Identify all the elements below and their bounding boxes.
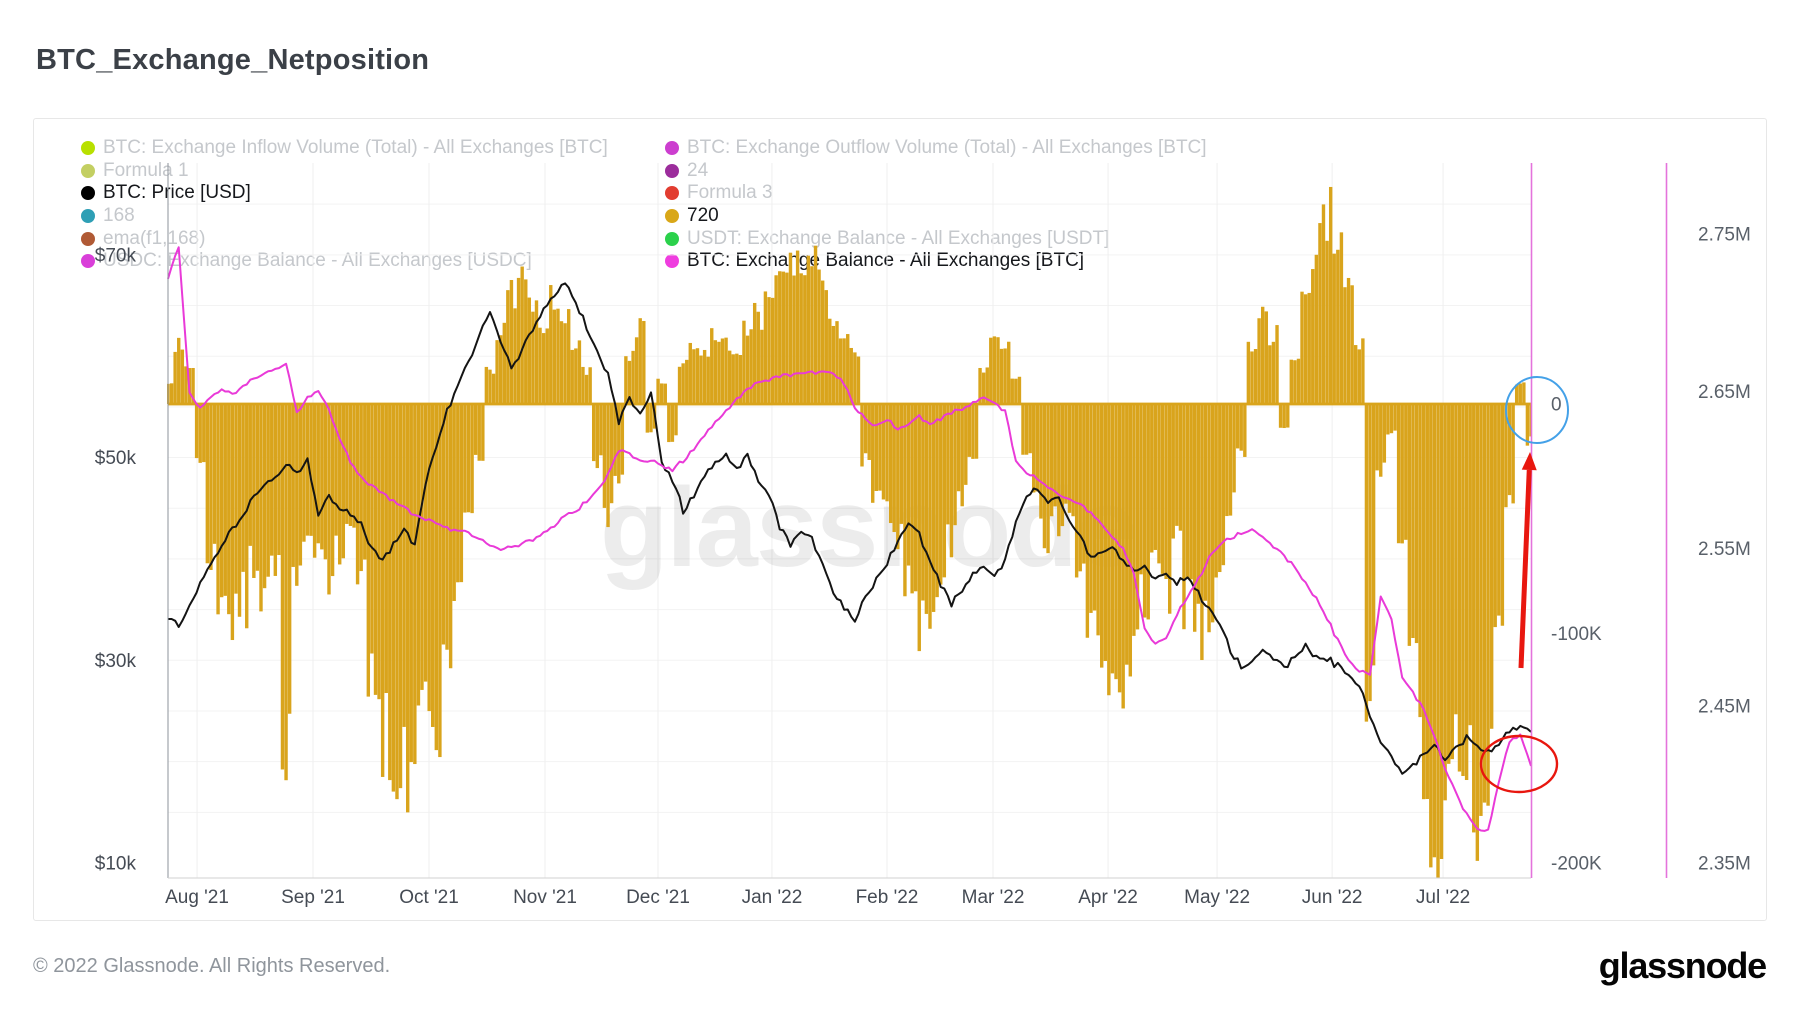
- legend-item-label: 720: [687, 205, 719, 227]
- legend-item[interactable]: BTC: Exchange Inflow Volume (Total) - Al…: [81, 137, 608, 160]
- legend-item-label: 168: [103, 205, 135, 227]
- legend-item-label: 24: [687, 159, 709, 181]
- glassnode-logo[interactable]: glassnode: [1598, 945, 1767, 986]
- legend-item[interactable]: USDT: Exchange Balance - All Exchanges […: [665, 227, 1207, 250]
- legend-item-label: BTC: Exchange Outflow Volume (Total) - A…: [687, 137, 1207, 159]
- legend-item[interactable]: 168: [81, 205, 608, 228]
- series-color-dot-icon: [665, 163, 679, 178]
- legend-item[interactable]: BTC: Price [USD]: [81, 182, 608, 205]
- legend-item-label: USDT: Exchange Balance - All Exchanges […: [687, 227, 1110, 249]
- legend-item-label: Formula 1: [103, 159, 189, 181]
- series-color-dot-icon: [81, 231, 95, 246]
- legend-item[interactable]: Formula 1: [81, 160, 608, 183]
- series-color-dot-icon: [81, 141, 95, 156]
- legend-item-label: BTC: Price [USD]: [103, 182, 251, 204]
- series-color-dot-icon: [665, 231, 679, 246]
- copyright-text: © 2022 Glassnode. All Rights Reserved.: [33, 954, 391, 977]
- legend-item[interactable]: ema(f1,168): [81, 227, 608, 250]
- series-color-dot-icon: [665, 209, 679, 224]
- legend-item[interactable]: Formula 3: [665, 182, 1207, 205]
- page-title: BTC_Exchange_Netposition: [36, 44, 430, 76]
- legend-item[interactable]: 720: [665, 205, 1207, 228]
- legend-item-label: BTC: Exchange Inflow Volume (Total) - Al…: [103, 137, 608, 159]
- legend-item-label: USDC: Exchange Balance - All Exchanges […: [103, 250, 532, 272]
- legend-column-left: BTC: Exchange Inflow Volume (Total) - Al…: [81, 137, 608, 273]
- series-color-dot-icon: [665, 141, 679, 156]
- legend-item[interactable]: 24: [665, 160, 1207, 183]
- series-color-dot-icon: [665, 186, 679, 201]
- legend-column-right: BTC: Exchange Outflow Volume (Total) - A…: [665, 137, 1207, 273]
- legend-item-label: Formula 3: [687, 182, 773, 204]
- footer: © 2022 Glassnode. All Rights Reserved. g…: [33, 938, 1767, 994]
- series-color-dot-icon: [81, 209, 95, 224]
- legend-item[interactable]: BTC: Exchange Outflow Volume (Total) - A…: [665, 137, 1207, 160]
- series-color-dot-icon: [81, 163, 95, 178]
- legend-item-label: ema(f1,168): [103, 227, 206, 249]
- series-color-dot-icon: [81, 186, 95, 201]
- legend-item[interactable]: USDC: Exchange Balance - All Exchanges […: [81, 250, 608, 273]
- legend-item-label: BTC: Exchange Balance - All Exchanges [B…: [687, 250, 1085, 272]
- series-color-dot-icon: [665, 254, 679, 269]
- legend-item[interactable]: BTC: Exchange Balance - All Exchanges [B…: [665, 250, 1207, 273]
- series-color-dot-icon: [81, 254, 95, 269]
